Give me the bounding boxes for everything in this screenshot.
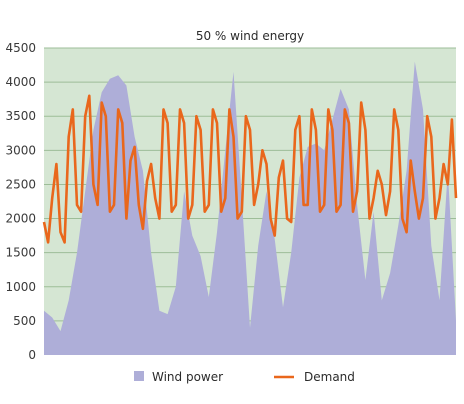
y-tick-label: 3000 — [5, 143, 36, 157]
chart-title: 50 % wind energy — [196, 29, 304, 43]
y-tick-label: 4500 — [5, 41, 36, 55]
legend: Wind power Demand — [134, 370, 355, 384]
y-axis-tick-labels: 0 500 1000 1500 2000 2500 3000 3500 4000 4500 — [5, 41, 36, 362]
legend-label-demand: Demand — [304, 370, 355, 384]
y-tick-label: 3500 — [5, 109, 36, 123]
y-tick-label: 2500 — [5, 177, 36, 191]
y-tick-label: 0 — [28, 348, 36, 362]
legend-label-wind-power: Wind power — [152, 370, 223, 384]
y-tick-label: 4000 — [5, 75, 36, 89]
y-tick-label: 1500 — [5, 246, 36, 260]
y-tick-label: 1000 — [5, 280, 36, 294]
y-tick-label: 2000 — [5, 212, 36, 226]
wind-power-area — [44, 61, 456, 355]
y-tick-label: 500 — [13, 314, 36, 328]
demand-line — [42, 94, 458, 244]
legend-swatch-wind-power — [134, 371, 144, 381]
